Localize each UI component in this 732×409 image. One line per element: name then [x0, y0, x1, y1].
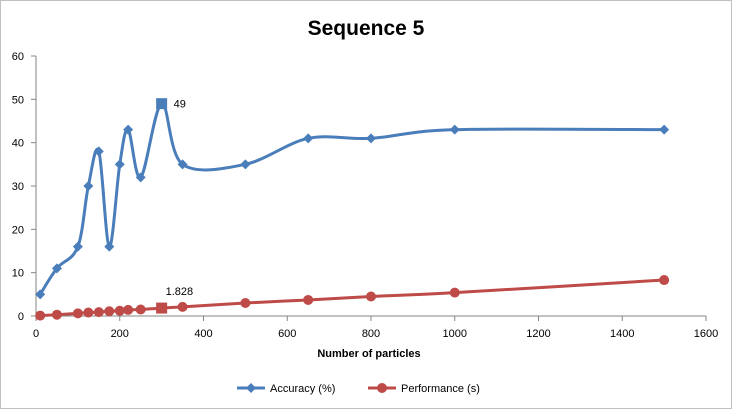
y-tick-labels: 0 10 20 30 40 50 60 — [12, 51, 24, 323]
data-point-marker — [83, 181, 94, 191]
legend-item: Performance (s) — [368, 383, 480, 395]
x-tick-label: 400 — [194, 328, 212, 340]
data-point-marker — [659, 275, 670, 286]
y-tick-label: 50 — [12, 94, 24, 106]
legend-label: Performance (s) — [401, 383, 480, 395]
series-line — [38, 102, 665, 296]
data-label: 49 — [174, 99, 186, 111]
y-tick-label: 60 — [12, 51, 24, 63]
data-label: 1.828 — [166, 286, 194, 298]
data-point-marker — [240, 159, 251, 170]
series-performance: 1.828 — [35, 275, 670, 321]
data-point-marker — [123, 304, 134, 315]
data-point-marker — [135, 304, 146, 315]
legend-marker — [246, 383, 256, 393]
axes — [31, 55, 707, 321]
data-point-marker — [303, 133, 314, 144]
series-accuracy: 49 — [35, 98, 670, 300]
data-point-marker — [35, 289, 46, 300]
data-point-marker — [93, 146, 104, 157]
data-point-marker — [104, 306, 115, 317]
data-point-marker — [83, 307, 94, 318]
x-tick-label: 200 — [111, 328, 129, 340]
highlight-point-marker — [156, 302, 168, 314]
data-point-marker — [114, 159, 125, 170]
data-point-marker — [135, 172, 146, 183]
data-point-marker — [449, 124, 460, 135]
legend-label: Accuracy (%) — [270, 383, 335, 395]
x-tick-label: 1600 — [694, 328, 718, 340]
x-axis-label: Number of particles — [317, 348, 420, 360]
legend-item: Accuracy (%) — [237, 383, 335, 395]
chart-title: Sequence 5 — [308, 17, 425, 40]
data-point-marker — [114, 305, 125, 316]
data-point-marker — [72, 241, 83, 252]
data-point-marker — [449, 287, 460, 298]
y-tick-label: 40 — [12, 138, 24, 150]
data-point-marker — [303, 294, 314, 305]
data-point-marker — [35, 310, 46, 321]
y-tick-label: 30 — [12, 181, 24, 193]
x-tick-label: 1200 — [526, 328, 550, 340]
series-layer: 49 1.828 — [35, 98, 670, 321]
data-point-marker — [51, 309, 62, 320]
x-tick-label: 0 — [33, 328, 39, 340]
y-tick-label: 0 — [18, 311, 24, 323]
data-point-marker — [240, 298, 251, 308]
data-point-marker — [51, 263, 62, 274]
data-point-marker — [72, 308, 83, 319]
data-point-marker — [177, 159, 188, 170]
data-point-marker — [104, 241, 115, 252]
data-point-marker — [123, 124, 134, 135]
data-point-marker — [366, 291, 376, 302]
x-tick-labels: 0 200 400 600 800 1000 1200 1400 1600 — [33, 328, 718, 340]
data-point-marker — [366, 133, 376, 144]
x-tick-label: 1400 — [610, 328, 634, 340]
series-line — [40, 278, 665, 318]
data-point-marker — [93, 307, 104, 318]
y-tick-label: 10 — [12, 268, 24, 280]
legend: Accuracy (%) Performance (s) — [237, 383, 480, 395]
x-tick-label: 800 — [362, 328, 380, 340]
x-tick-label: 600 — [278, 328, 296, 340]
x-tick-label: 1000 — [443, 328, 467, 340]
y-tick-label: 20 — [12, 224, 24, 236]
data-point-marker — [659, 124, 670, 135]
highlight-point-marker — [156, 98, 168, 110]
legend-marker — [377, 383, 387, 393]
data-point-marker — [177, 301, 188, 312]
